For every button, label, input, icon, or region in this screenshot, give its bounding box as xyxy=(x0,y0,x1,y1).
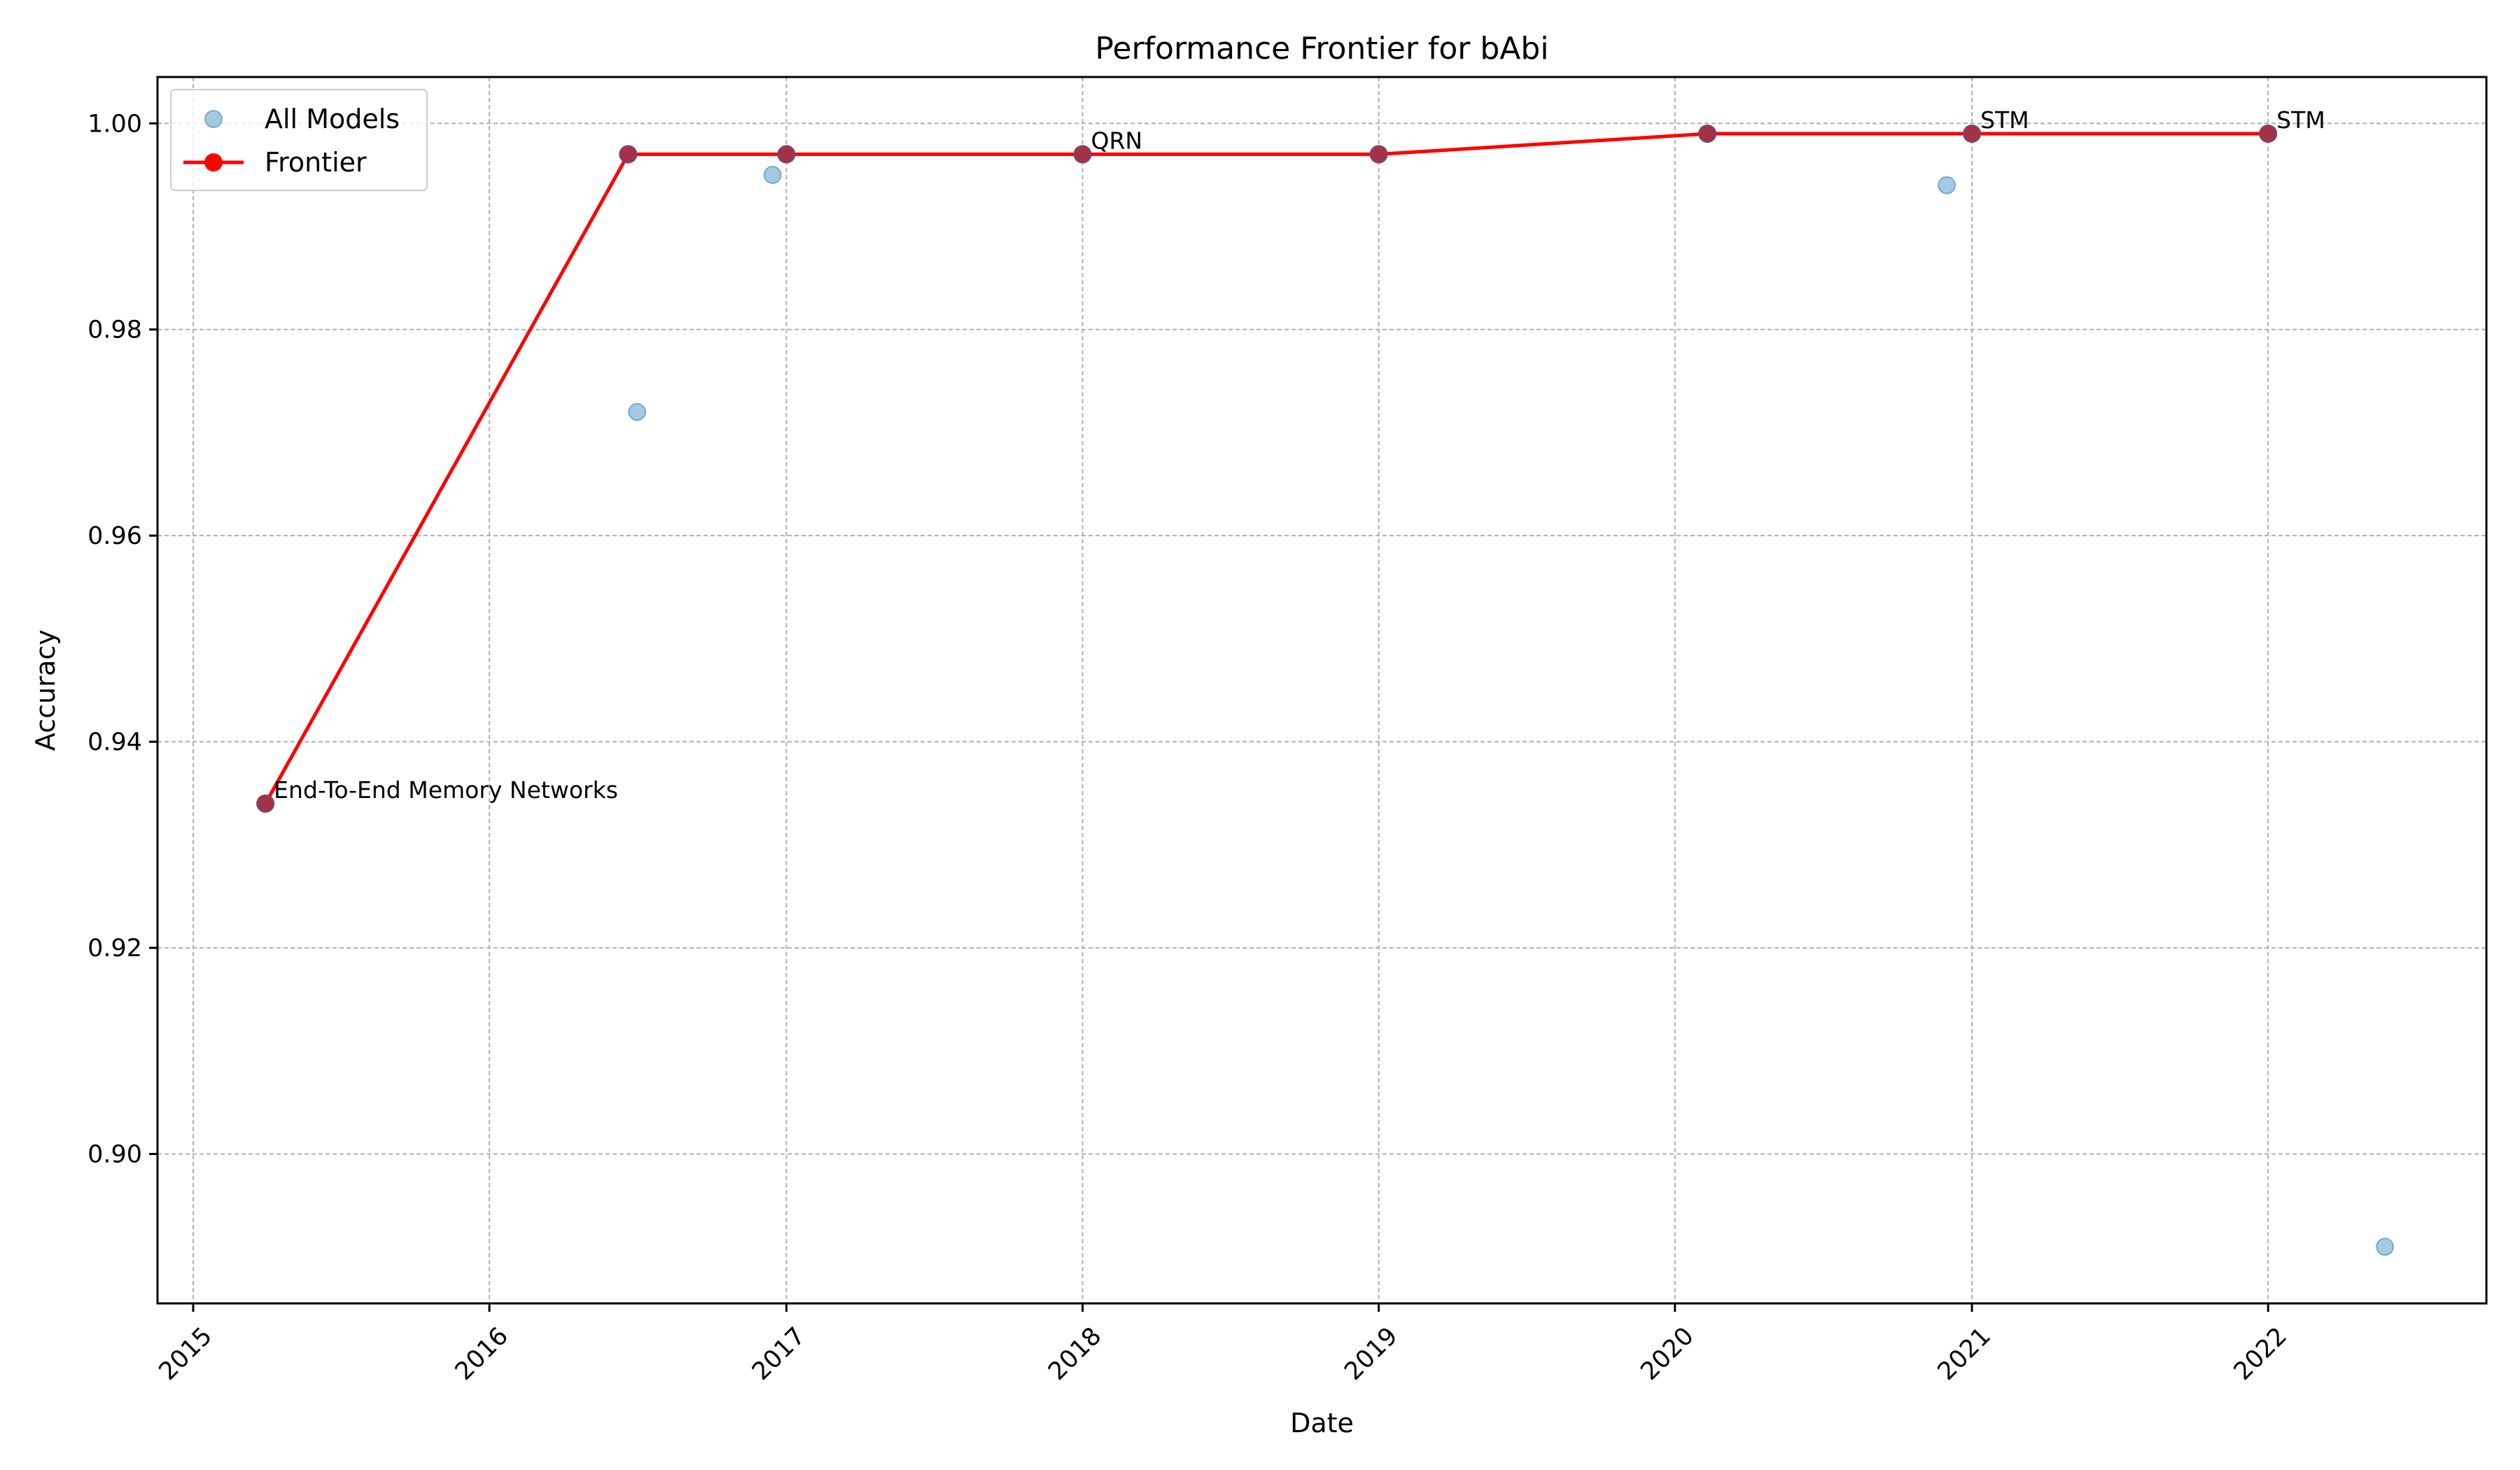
frontier-line xyxy=(264,132,2269,805)
all-models-point xyxy=(256,794,275,813)
x-axis-label: Date xyxy=(1290,1408,1354,1438)
frontier-marker xyxy=(1073,145,1092,164)
all-models-point xyxy=(2376,1238,2395,1256)
y-tick-label: 0.90 xyxy=(88,1141,142,1169)
frontier-marker xyxy=(1369,145,1388,164)
frontier-marker xyxy=(1698,124,1717,143)
legend-frontier-label: Frontier xyxy=(265,147,367,178)
point-annotation: STM xyxy=(1980,106,2029,134)
legend-frontier-marker xyxy=(204,153,223,172)
y-tick-label: 0.94 xyxy=(88,729,142,757)
all-models-point xyxy=(2259,124,2278,143)
point-annotation: STM xyxy=(2276,106,2325,134)
legend-all-models-marker xyxy=(204,110,223,128)
all-models-point xyxy=(619,145,638,164)
frontier-marker xyxy=(777,145,796,164)
all-models-point xyxy=(777,145,796,164)
legend: All Models Frontier xyxy=(170,89,428,191)
legend-all-models-label: All Models xyxy=(265,104,400,134)
point-annotation: QRN xyxy=(1091,127,1143,154)
all-models-point xyxy=(1938,176,1956,195)
frontier-series xyxy=(256,124,2278,813)
y-tick-label: 0.92 xyxy=(88,934,142,962)
frontier-marker xyxy=(256,794,275,813)
all-models-point xyxy=(763,165,782,184)
all-models-point xyxy=(1369,145,1388,164)
grid-layer xyxy=(158,77,2486,1303)
y-tick-label: 1.00 xyxy=(88,110,142,138)
frontier-marker xyxy=(619,145,638,164)
chart-title: Performance Frontier for bAbi xyxy=(1095,31,1548,66)
all-models-point xyxy=(1698,124,1717,143)
point-annotation: End-To-End Memory Networks xyxy=(274,776,618,804)
annotation-layer: End-To-End Memory Networks QRN STM STM xyxy=(274,106,2325,804)
frontier-marker xyxy=(1963,124,1982,143)
all-models-point xyxy=(628,402,647,421)
legend-box xyxy=(170,89,428,191)
plot-frame xyxy=(156,76,2488,1305)
frontier-marker xyxy=(2259,124,2278,143)
all-models-point xyxy=(1963,124,1982,143)
y-tick-label: 0.96 xyxy=(88,522,142,550)
y-tick-label: 0.98 xyxy=(88,316,142,344)
all-models-series xyxy=(256,124,2395,1256)
all-models-point xyxy=(1073,145,1092,164)
y-axis-label: Accuracy xyxy=(30,629,61,751)
